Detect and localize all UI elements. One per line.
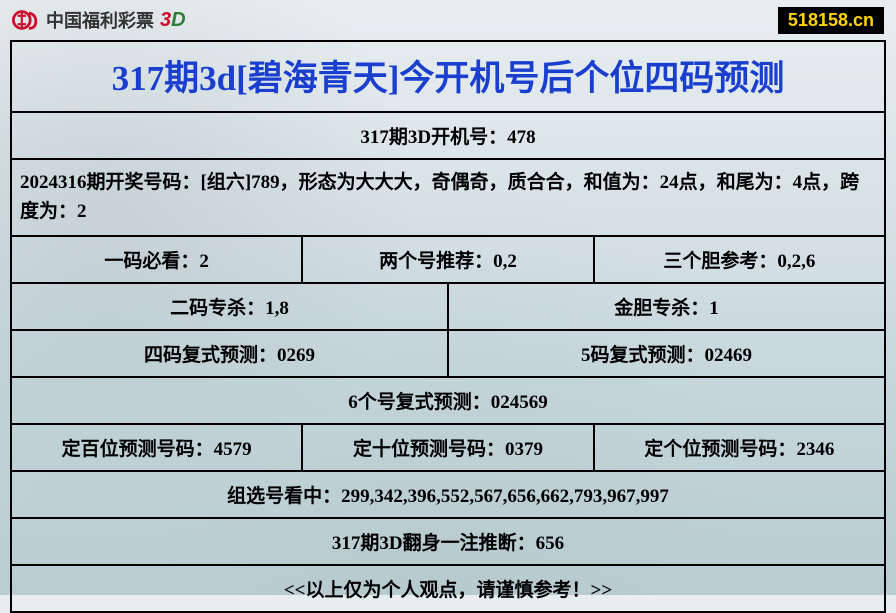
row-kill-codes: 二码专杀：1,8 金胆专杀：1 <box>12 284 884 331</box>
row-six-compound: 6个号复式预测：024569 <box>12 378 884 423</box>
lottery-logo-icon <box>12 6 40 34</box>
brand-3d: 3D <box>160 9 186 32</box>
cell-five-compound: 5码复式预测：02469 <box>449 331 884 376</box>
row-group-select: 组选号看中：299,342,396,552,567,656,662,793,96… <box>12 472 884 517</box>
cell-gold-kill: 金胆专杀：1 <box>449 284 884 329</box>
row-disclaimer: <<以上仅为个人观点，请谨慎参考！>> <box>12 566 884 611</box>
row-history: 2024316期开奖号码：[组六]789，形态为大大大，奇偶奇，质合合，和值为：… <box>12 160 884 235</box>
main-table: 317期3d[碧海青天]今开机号后个位四码预测 317期3D开机号：478 20… <box>10 40 886 613</box>
cell-one-code: 一码必看：2 <box>12 237 303 282</box>
row-position-predictions: 定百位预测号码：4579 定十位预测号码：0379 定个位预测号码：2346 <box>12 425 884 472</box>
cell-two-code: 两个号推荐：0,2 <box>303 237 594 282</box>
header-bar: 中国福利彩票 3D 518158.cn <box>0 0 896 38</box>
brand-text: 中国福利彩票 <box>46 7 154 33</box>
cell-ones: 定个位预测号码：2346 <box>595 425 884 470</box>
row-three-codes: 一码必看：2 两个号推荐：0,2 三个胆参考：0,2,6 <box>12 237 884 284</box>
brand-d: D <box>171 9 185 31</box>
cell-three-code: 三个胆参考：0,2,6 <box>595 237 884 282</box>
cell-hundreds: 定百位预测号码：4579 <box>12 425 303 470</box>
brand-3: 3 <box>160 9 171 31</box>
row-compound-4-5: 四码复式预测：0269 5码复式预测：02469 <box>12 331 884 378</box>
cell-four-compound: 四码复式预测：0269 <box>12 331 449 376</box>
site-badge: 518158.cn <box>778 7 884 34</box>
page-title: 317期3d[碧海青天]今开机号后个位四码预测 <box>12 42 884 113</box>
row-machine-number: 317期3D开机号：478 <box>12 113 884 158</box>
row-single-bet: 317期3D翻身一注推断：656 <box>12 519 884 564</box>
cell-two-kill: 二码专杀：1,8 <box>12 284 449 329</box>
cell-tens: 定十位预测号码：0379 <box>303 425 594 470</box>
logo-group: 中国福利彩票 3D <box>12 6 186 34</box>
